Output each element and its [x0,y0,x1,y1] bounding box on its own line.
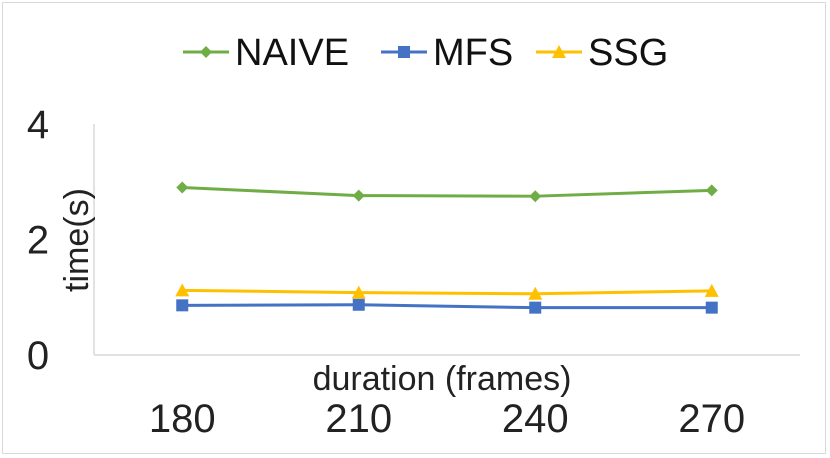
x-tick-label-2: 240 [502,397,569,441]
legend-label-naive: NAIVE [235,32,349,74]
data-point-naive-3 [705,184,718,197]
legend-label-ssg: SSG [588,32,668,74]
data-point-mfs-0 [176,299,189,312]
series-line-mfs [182,303,712,310]
series-naive [176,181,718,203]
x-tick-labels: 180 210 240 270 [149,397,745,441]
y-axis-title: time(s) [58,188,96,292]
x-tick-label-0: 180 [149,397,216,441]
legend-marker-naive [200,46,212,58]
legend: NAIVE MFS SSG [183,32,668,74]
data-point-naive-1 [352,189,365,202]
legend-label-mfs: MFS [433,32,513,74]
y-tick-labels: 0 2 4 [27,103,49,378]
series-group [175,181,719,314]
data-point-mfs-1 [352,298,365,311]
legend-marker-mfs [398,46,410,58]
data-point-naive-2 [529,190,542,203]
y-tick-label-2: 4 [27,103,49,147]
legend-item-naive: NAIVE [183,32,349,74]
chart-frame [2,2,826,454]
legend-item-mfs: MFS [381,32,513,74]
data-point-mfs-2 [529,301,542,314]
data-point-naive-0 [176,181,189,194]
data-point-ssg-3 [704,283,719,297]
series-mfs [176,298,718,314]
x-tick-label-1: 210 [325,397,392,441]
series-line-naive [182,186,712,198]
x-tick-label-3: 270 [678,397,745,441]
axes [93,124,800,356]
legend-marker-ssg [552,45,566,58]
series-ssg [175,283,719,300]
series-line-ssg [182,288,712,296]
x-axis-title: duration (frames) [313,360,572,398]
data-point-ssg-0 [175,283,190,297]
data-point-mfs-3 [705,301,718,314]
y-tick-label-1: 2 [27,219,49,263]
data-point-ssg-2 [528,286,543,300]
data-point-ssg-1 [351,285,366,299]
y-tick-label-0: 0 [27,334,49,378]
legend-item-ssg: SSG [536,32,668,74]
